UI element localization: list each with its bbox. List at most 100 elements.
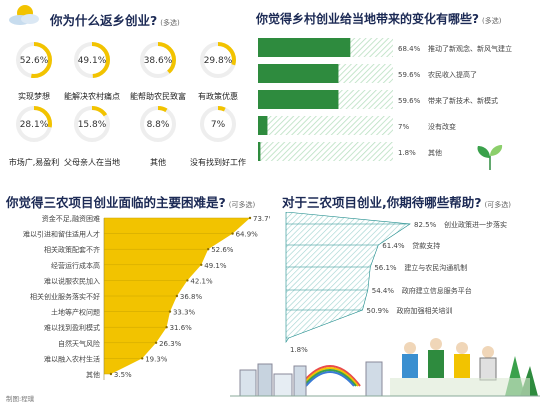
- difficulty-value-7: 33.3%: [173, 309, 196, 317]
- donut-arc-7: [140, 106, 176, 142]
- section4-title: 对于三农项目创业,你期待哪些帮助? (可多选): [282, 195, 511, 210]
- donut-label-6: 父母亲人在当地: [64, 158, 120, 167]
- donut-value-4: 29.8%: [204, 56, 233, 66]
- village-illustration: [230, 338, 540, 397]
- donut-6: 15.8%: [72, 104, 112, 144]
- difficulty-label-1: 资金不足,融资困难: [42, 214, 100, 223]
- sprout-icon: [477, 145, 503, 170]
- section2-title: 你觉得乡村创业给当地带来的变化有哪些? (多选): [256, 12, 502, 26]
- difficulty-point-1: [248, 216, 252, 220]
- difficulty-point-8: [165, 326, 168, 329]
- bar-bg-5: [258, 142, 393, 161]
- sun-cloud-icon: [9, 5, 39, 25]
- difficulty-area: [104, 218, 250, 374]
- donut-value-1: 52.6%: [20, 56, 49, 66]
- donut-label-3: 能帮助农民致富: [130, 92, 186, 101]
- donut-label-7: 其他: [150, 158, 166, 167]
- bar-label-4: 没有改变: [428, 122, 456, 131]
- donut-value-2: 49.1%: [78, 56, 107, 66]
- difficulty-point-10: [141, 357, 144, 360]
- donut-value-7: 8.8%: [147, 120, 170, 130]
- difficulty-label-3: 相关政策配套不齐: [44, 245, 100, 254]
- donut-label-1: 实现梦想: [18, 92, 50, 101]
- donut-1: 52.6%: [14, 40, 54, 80]
- difficulty-value-11: 3.5%: [114, 371, 132, 379]
- bar-2: [258, 64, 339, 83]
- difficulty-label-4: 经营运行成本高: [51, 261, 100, 270]
- difficulty-point-9: [154, 341, 158, 344]
- donut-8: 7%: [198, 104, 238, 144]
- donut-7: 8.8%: [138, 104, 178, 144]
- difficulty-label-5: 难以说服农民加入: [44, 276, 100, 285]
- bar-label-1: 推动了新观念、新风气建立: [428, 44, 512, 53]
- difficulty-value-4: 49.1%: [204, 262, 227, 270]
- bar-label-5: 其他: [428, 148, 442, 157]
- donut-arc-8: [200, 106, 236, 142]
- help-value-1: 82.5%: [414, 221, 437, 229]
- bar-label-2: 农民收入提高了: [428, 70, 477, 79]
- bar-4: [258, 116, 268, 135]
- bar-bg-4: [258, 116, 393, 135]
- difficulty-label-8: 难以找到盈利模式: [44, 323, 100, 332]
- difficulty-point-2: [231, 232, 234, 235]
- section3-title: 你觉得三农项目创业面临的主要困难是? (可多选): [6, 195, 256, 210]
- help-value-5: 50.9%: [367, 307, 390, 315]
- donut-label-5: 市场广,易盈利: [8, 158, 60, 167]
- bar-value-4: 7%: [398, 123, 409, 131]
- difficulty-label-6: 相关创业服务落实不好: [30, 292, 100, 301]
- donut-5: 28.1%: [14, 104, 54, 144]
- donut-arc-4: [200, 42, 236, 78]
- bar-value-1: 68.4%: [398, 45, 421, 53]
- help-label-3: 建立与农民沟通机制: [404, 263, 467, 272]
- bar-5: [258, 142, 261, 161]
- help-area-chart: 82.5% 创业政策进一步落实 61.4% 贷款支持 56.1% 建立与农民沟通机制 54.…: [285, 212, 507, 354]
- donut-label-2: 能解决农村痛点: [64, 92, 120, 101]
- donut-arc-2: [74, 42, 110, 78]
- difficulty-value-8: 31.6%: [170, 324, 193, 332]
- donut-value-8: 7%: [211, 120, 226, 130]
- difficulty-value-3: 52.6%: [211, 246, 234, 254]
- difficulty-label-10: 难以融入农村生活: [44, 354, 100, 363]
- donut-2: 49.1%: [72, 40, 112, 80]
- help-value-6: 1.8%: [290, 346, 308, 354]
- donut-value-3: 38.6%: [144, 56, 173, 66]
- difficulty-point-4: [200, 263, 203, 266]
- difficulty-label-2: 难以引进和留住适用人才: [23, 230, 100, 239]
- difficulty-value-5: 42.1%: [190, 277, 213, 285]
- difficulty-value-10: 19.3%: [145, 355, 168, 363]
- donut-arc-3: [140, 42, 176, 78]
- help-value-3: 56.1%: [374, 264, 397, 272]
- difficulty-point-3: [207, 248, 210, 251]
- help-label-2: 贷款支持: [412, 241, 440, 250]
- donut-arc-6: [74, 106, 110, 142]
- bar-label-3: 带来了新技术、新模式: [428, 96, 498, 105]
- section1-title: 你为什么返乡创业? (多选): [50, 13, 180, 28]
- bar-value-5: 1.8%: [398, 149, 416, 157]
- bar-3: [258, 90, 339, 109]
- difficulty-value-6: 36.8%: [180, 293, 203, 301]
- donut-label-4: 有政策优惠: [198, 92, 238, 101]
- bar-value-2: 59.6%: [398, 71, 421, 79]
- donut-3: 38.6%: [138, 40, 178, 80]
- difficulty-point-6: [175, 294, 179, 298]
- difficulty-area-chart: 资金不足,融资困难 73.7% 难以引进和留住适用人才 64.9% 相关政策配套不齐 52…: [23, 214, 270, 380]
- help-area: [285, 212, 411, 343]
- donut-arc-1: [16, 42, 52, 78]
- bar-1: [258, 38, 351, 57]
- donut-value-6: 15.8%: [78, 120, 107, 130]
- difficulty-value-2: 64.9%: [236, 231, 259, 239]
- difficulty-point-5: [186, 279, 189, 282]
- bar-value-3: 59.6%: [398, 97, 421, 105]
- difficulty-point-7: [168, 310, 172, 313]
- difficulty-value-1: 73.7%: [253, 215, 270, 223]
- difficulty-label-9: 自然天气风险: [58, 339, 100, 348]
- donut-label-8: 没有找到好工作: [190, 158, 246, 167]
- donut-arc-5: [16, 106, 52, 142]
- help-value-2: 61.4%: [382, 242, 405, 250]
- help-value-4: 54.4%: [372, 287, 395, 295]
- difficulty-point-11: [109, 372, 113, 376]
- difficulty-label-7: 土地等产权问题: [51, 308, 100, 317]
- donut-4: 29.8%: [198, 40, 238, 80]
- difficulty-value-9: 26.3%: [159, 340, 182, 348]
- help-label-4: 政府建立信息服务平台: [402, 286, 472, 295]
